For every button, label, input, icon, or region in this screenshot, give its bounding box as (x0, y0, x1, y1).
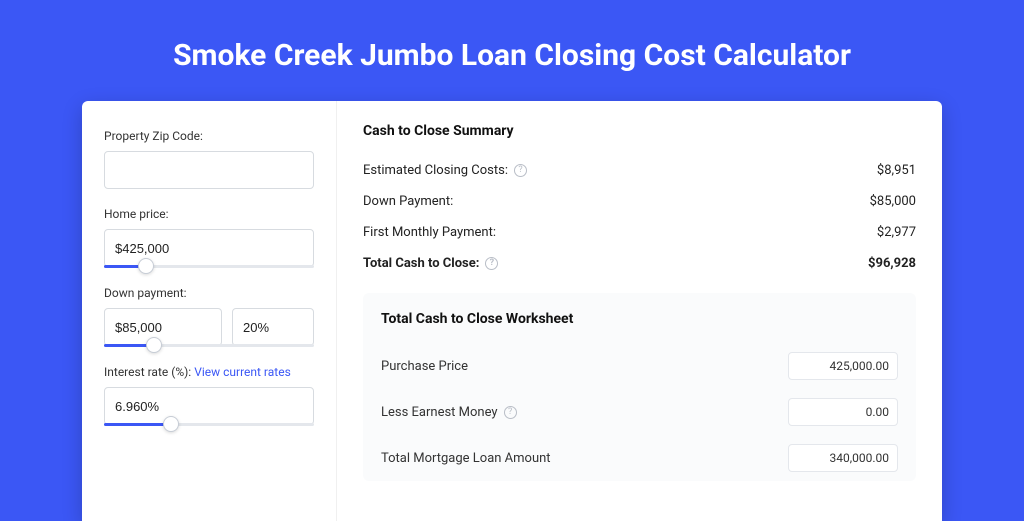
summary-value: $8,951 (877, 163, 916, 178)
summary-label-text: Down Payment: (363, 194, 453, 209)
summary-value: $2,977 (877, 225, 916, 240)
worksheet-row: Purchase Price 425,000.00 (381, 343, 898, 389)
home-price-label: Home price: (104, 207, 314, 221)
home-price-input[interactable] (104, 229, 314, 267)
summary-total-value: $96,928 (868, 256, 916, 271)
worksheet-panel: Total Cash to Close Worksheet Purchase P… (363, 293, 916, 481)
calculator-card: Property Zip Code: Home price: Down paym… (82, 101, 942, 521)
worksheet-title: Total Cash to Close Worksheet (381, 311, 898, 327)
summary-label-text: First Monthly Payment: (363, 225, 496, 240)
summary-row: Down Payment: $85,000 (363, 186, 916, 217)
worksheet-label: Total Mortgage Loan Amount (381, 451, 551, 466)
down-payment-pct-input[interactable] (232, 308, 314, 346)
interest-rate-label: Interest rate (%): View current rates (104, 365, 314, 379)
worksheet-row: Total Mortgage Loan Amount 340,000.00 (381, 435, 898, 481)
interest-rate-input[interactable] (104, 387, 314, 425)
inputs-panel: Property Zip Code: Home price: Down paym… (82, 101, 337, 521)
summary-total-label: Total Cash to Close: (363, 256, 479, 271)
interest-rate-field: Interest rate (%): View current rates (104, 365, 314, 426)
help-icon[interactable]: ? (514, 164, 527, 177)
down-payment-slider[interactable] (104, 344, 314, 347)
worksheet-value: 340,000.00 (788, 444, 898, 472)
worksheet-row: Less Earnest Money ? 0.00 (381, 389, 898, 435)
worksheet-label: Less Earnest Money (381, 405, 498, 420)
results-panel: Cash to Close Summary Estimated Closing … (337, 101, 942, 521)
summary-total-row: Total Cash to Close: ? $96,928 (363, 248, 916, 279)
zip-input[interactable] (104, 151, 314, 189)
summary-row: First Monthly Payment: $2,977 (363, 217, 916, 248)
help-icon[interactable]: ? (504, 406, 517, 419)
slider-thumb-icon[interactable] (146, 337, 162, 353)
slider-thumb-icon[interactable] (163, 416, 179, 432)
view-rates-link[interactable]: View current rates (194, 365, 291, 379)
worksheet-value: 0.00 (788, 398, 898, 426)
down-payment-amount-input[interactable] (104, 308, 222, 346)
page-title: Smoke Creek Jumbo Loan Closing Cost Calc… (0, 0, 1024, 101)
summary-row: Estimated Closing Costs: ? $8,951 (363, 155, 916, 186)
zip-label: Property Zip Code: (104, 129, 314, 143)
worksheet-value: 425,000.00 (788, 352, 898, 380)
summary-title: Cash to Close Summary (363, 123, 916, 139)
down-payment-label: Down payment: (104, 286, 314, 300)
interest-rate-slider[interactable] (104, 423, 314, 426)
worksheet-label: Purchase Price (381, 359, 468, 374)
help-icon[interactable]: ? (485, 257, 498, 270)
home-price-field: Home price: (104, 207, 314, 268)
summary-value: $85,000 (870, 194, 916, 209)
summary-label-text: Estimated Closing Costs: (363, 163, 508, 178)
slider-thumb-icon[interactable] (138, 258, 154, 274)
down-payment-field: Down payment: (104, 286, 314, 347)
home-price-slider[interactable] (104, 265, 314, 268)
zip-field: Property Zip Code: (104, 129, 314, 189)
interest-rate-label-text: Interest rate (%): (104, 365, 191, 379)
